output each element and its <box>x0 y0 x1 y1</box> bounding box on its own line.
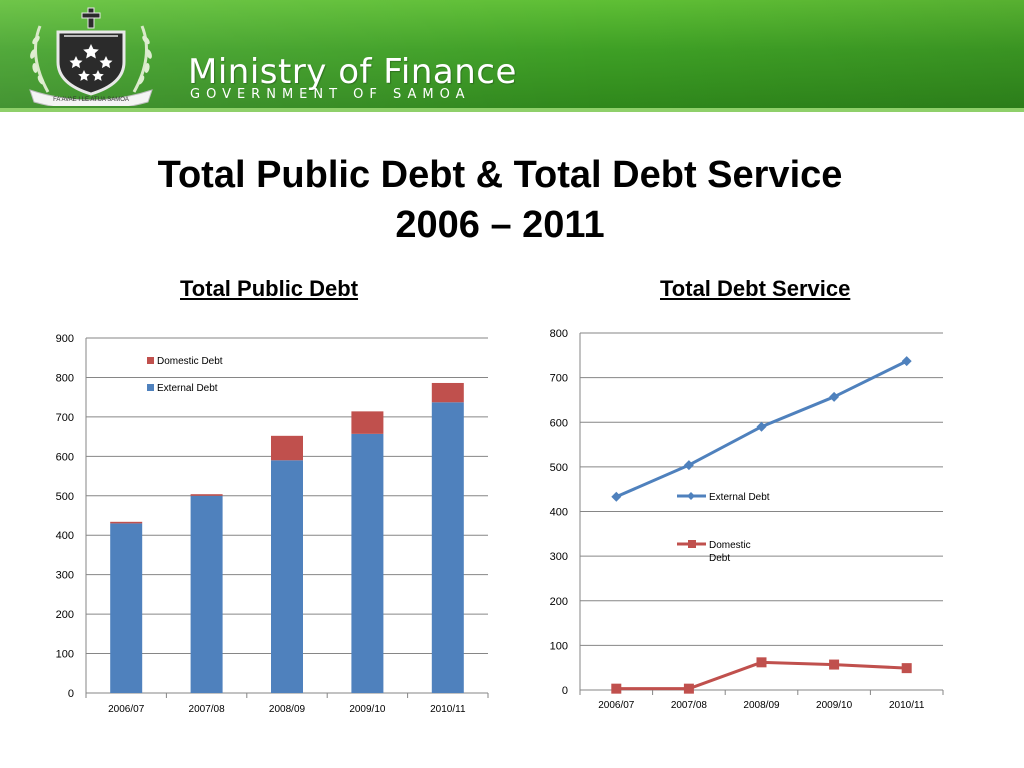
y-tick-label: 100 <box>56 649 74 661</box>
bar-external-debt <box>271 460 303 693</box>
legend-label: External Debt <box>157 383 218 394</box>
line-external-debt <box>615 359 908 499</box>
y-tick-label: 700 <box>550 373 568 385</box>
header-banner <box>0 0 1024 112</box>
x-tick-label: 2008/09 <box>743 700 780 711</box>
x-tick-label: 2007/08 <box>189 704 226 715</box>
bar-external-debt <box>351 433 384 693</box>
point-domestic-debt <box>756 657 767 668</box>
header-banner-edge <box>0 108 1024 112</box>
legend-label: Debt <box>709 553 730 564</box>
y-tick-label: 400 <box>56 530 74 542</box>
org-subtitle: GOVERNMENT OF SAMOA <box>190 87 471 102</box>
motto-text: FA'AVAE I LE ATUA SAMOA <box>53 97 129 103</box>
legend-label: Domestic Debt <box>157 356 223 367</box>
y-tick-label: 200 <box>550 596 568 608</box>
point-external-debt <box>683 460 694 471</box>
x-tick-label: 2010/11 <box>889 700 925 711</box>
y-tick-label: 100 <box>550 640 568 652</box>
bar-domestic-debt <box>271 435 303 461</box>
org-name: Ministry of Finance <box>188 52 517 92</box>
y-tick-label: 700 <box>56 412 74 424</box>
slide-title-line1: Total Public Debt & Total Debt Service <box>157 154 843 196</box>
point-external-debt <box>756 421 767 432</box>
point-external-debt <box>901 356 912 367</box>
y-tick-label: 600 <box>550 417 568 429</box>
bar-domestic-debt <box>110 521 143 524</box>
y-tick-label: 0 <box>562 685 568 697</box>
y-tick-label: 400 <box>550 507 568 519</box>
y-tick-label: 900 <box>56 333 74 345</box>
x-tick-label: 2006/07 <box>598 700 635 711</box>
y-tick-label: 500 <box>56 491 74 503</box>
chart-title-debt-service: Total Debt Service <box>660 276 851 301</box>
slide-title: Total Public Debt & Total Debt Service 2… <box>0 150 1000 250</box>
slide-title-line2: 2006 – 2011 <box>395 204 605 246</box>
point-external-debt <box>611 491 622 502</box>
header-banner-shade <box>0 0 1024 112</box>
x-tick-label: 2009/10 <box>816 700 853 711</box>
y-tick-label: 200 <box>56 609 74 621</box>
x-tick-label: 2010/11 <box>430 704 466 715</box>
samoa-coat-of-arms-icon: FA'AVAE I LE ATUA SAMOA <box>29 7 153 106</box>
point-domestic-debt <box>901 663 912 674</box>
y-tick-label: 300 <box>56 570 74 582</box>
legend-swatch <box>147 357 154 364</box>
bar-external-debt <box>110 523 143 693</box>
y-tick-label: 300 <box>550 551 568 563</box>
legend-swatch <box>147 384 154 391</box>
point-domestic-debt <box>611 683 622 694</box>
x-tick-label: 2009/10 <box>349 704 386 715</box>
y-tick-label: 800 <box>550 328 568 340</box>
y-tick-label: 800 <box>56 372 74 384</box>
bar-domestic-debt <box>351 411 384 434</box>
legend-label: External Debt <box>709 492 770 503</box>
bar-external-debt <box>431 402 464 693</box>
y-tick-label: 500 <box>550 462 568 474</box>
y-tick-label: 600 <box>56 451 74 463</box>
bar-external-debt <box>190 495 223 693</box>
x-tick-label: 2007/08 <box>671 700 708 711</box>
point-domestic-debt <box>683 683 694 694</box>
bar-domestic-debt <box>431 382 464 403</box>
point-external-debt <box>829 391 840 402</box>
legend-marker <box>688 540 696 548</box>
x-tick-label: 2008/09 <box>269 704 306 715</box>
legend-label: Domestic <box>709 540 751 551</box>
line-domestic-debt <box>616 660 907 691</box>
point-domestic-debt <box>829 659 840 670</box>
bar-domestic-debt <box>190 494 223 496</box>
legend-marker <box>687 492 695 500</box>
y-tick-label: 0 <box>68 688 74 700</box>
x-tick-label: 2006/07 <box>108 704 145 715</box>
chart-title-public-debt: Total Public Debt <box>180 276 359 301</box>
